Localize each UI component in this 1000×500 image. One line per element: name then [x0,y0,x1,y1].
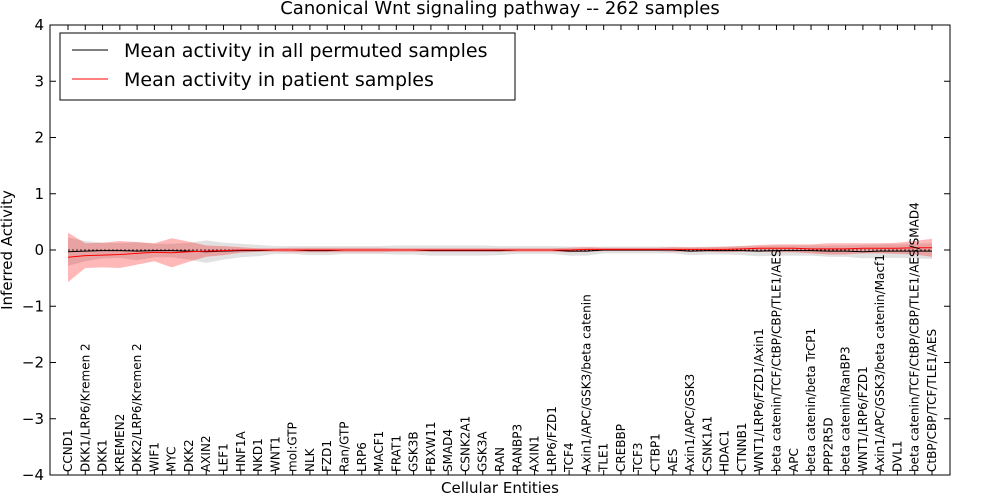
x-tick-label: KREMEN2 [113,414,127,472]
x-tick-label: AXIN2 [199,435,213,472]
series-line-permuted [67,249,932,253]
x-tick-label: TCF3 [631,442,645,473]
x-tick-label: HNF1A [234,430,248,472]
x-tick-label: Axin1/APC/GSK3/beta catenin/Macf1 [873,254,887,472]
y-tick-label: 1 [34,185,44,203]
x-axis: CCND1 DKK1/LRP6/Kremen 2 DKK1 KREMEN2 DKK2/L… [61,25,939,475]
x-tick-label: CSNK2A1 [458,416,472,472]
x-tick-label: MYC [165,447,179,472]
x-tick-label: HDAC1 [718,430,732,472]
band-permuted [68,237,932,266]
legend-label: Mean activity in patient samples [124,69,434,91]
x-axis-label: Cellular Entities [441,479,559,497]
chart-title: Canonical Wnt signaling pathway -- 262 s… [280,0,720,19]
x-tick-label: CSNK1A1 [700,416,714,472]
x-tick-label: Axin1/APC/GSK3 [683,374,697,472]
x-tick-label: RAN [493,447,507,472]
y-tick-label: 3 [34,72,44,90]
x-tick-label: MACF1 [372,431,386,472]
x-tick-label: FRAT1 [389,435,403,472]
y-tick-label: −1 [22,297,44,315]
y-tick-label: −4 [22,466,44,484]
x-tick-label: beta catenin/TCF/CtBP/CBP/TLE1/AES/SMAD4 [908,202,922,472]
x-tick-label: CtBP/CBP/TCF/TLE1/AES [925,329,939,472]
confidence-bands [68,232,932,283]
x-tick-label: DKK2/LRP6/Kremen 2 [130,343,144,472]
x-tick-label: SMAD4 [441,429,455,472]
x-tick-label: LRP6/FZD1 [545,406,559,472]
y-tick-label: 0 [34,241,44,259]
x-tick-label: DKK1 [96,439,110,472]
x-tick-label: WIF1 [147,442,161,472]
x-tick-label: TLE1 [597,443,611,473]
x-tick-label: NLK [303,447,317,472]
x-tick-label: NKD1 [251,438,265,472]
y-tick-label: 2 [34,129,44,147]
y-tick-label: 4 [34,16,44,34]
x-tick-label: Ran/GTP [338,421,352,472]
legend: Mean activity in all permuted samples Mea… [59,32,516,101]
x-tick-label: GSK3B [407,431,421,472]
x-tick-label: GSK3A [476,431,490,472]
x-tick-label: FZD1 [320,440,334,472]
x-tick-label: AES [666,449,680,472]
x-tick-label: CTNNB1 [735,422,749,472]
x-tick-label: beta catenin/RanBP3 [839,346,853,472]
x-tick-label: PPP2R5D [821,417,835,472]
x-tick-label: DKK2 [182,439,196,472]
x-tick-label: beta catenin/beta TrCP1 [804,328,818,472]
y-axis-label: Inferred Activity [0,190,16,310]
y-tick-label: −2 [22,354,44,372]
x-tick-label: CTBP1 [649,433,663,472]
x-tick-label: CREBBP [614,424,628,472]
x-tick-label: APC [787,448,801,472]
x-tick-label: LEF1 [217,443,231,472]
plot-frame [49,24,951,476]
x-tick-label: WNT1/LRP6/FZD1 [856,366,870,472]
x-tick-label: TCF4 [562,442,576,473]
x-tick-label: AXIN1 [528,435,542,472]
y-axis: 4 3 2 1 0 −1 −2 −3 −4 [22,16,950,484]
x-tick-label: WNT1 [268,436,282,472]
x-tick-label: beta catenin/TCF/CtBP/CBP/TLE1/AES [770,249,784,472]
legend-box [59,32,516,101]
x-tick-label: FBXW11 [424,422,438,473]
x-tick-label: Axin1/APC/GSK3/beta catenin [579,294,593,472]
x-tick-label: DVL1 [890,440,904,472]
legend-label: Mean activity in all permuted samples [124,40,487,62]
series-lines [67,247,932,258]
x-tick-label: DKK1/LRP6/Kremen 2 [78,343,92,472]
x-tick-label: WNT1/LRP6/FZD1/Axin1 [752,328,766,472]
x-tick-label: CCND1 [61,429,75,472]
x-tick-label: LRP6 [355,442,369,472]
series-line-patient [67,247,932,258]
x-tick-label: mol:GTP [286,422,300,472]
x-tick-label: RANBP3 [510,424,524,472]
y-tick-label: −3 [22,410,44,428]
